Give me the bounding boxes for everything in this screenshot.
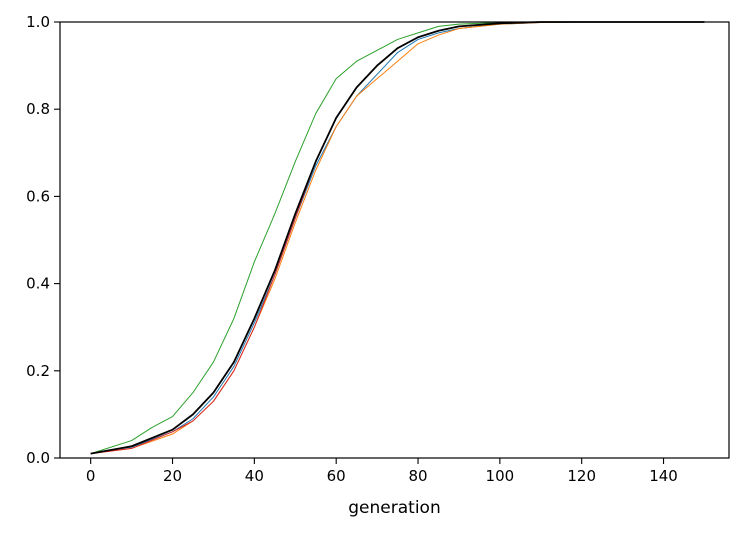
plot-frame	[59, 21, 730, 459]
y-axis: 0.0 0.2 0.4 0.6 0.8 1.0	[26, 13, 60, 467]
x-tick-label: 0	[86, 467, 96, 485]
series-line-4	[90, 21, 705, 455]
x-axis: 0 20 40 60 80 100 120 140	[86, 458, 678, 485]
series-line-5	[90, 21, 705, 455]
y-tick-label: 0.8	[26, 100, 50, 118]
x-axis-label: generation	[348, 498, 440, 518]
series-line-2	[90, 21, 705, 455]
y-tick-label: 0.4	[26, 275, 50, 293]
x-tick-label: 60	[327, 467, 346, 485]
series-layer	[90, 21, 705, 455]
x-tick-label: 80	[408, 467, 427, 485]
y-tick-label: 1.0	[26, 13, 50, 31]
y-tick-label: 0.6	[26, 187, 50, 205]
x-tick-label: 100	[486, 467, 515, 485]
y-tick-label: 0.0	[26, 449, 50, 467]
x-tick-label: 140	[649, 467, 678, 485]
y-tick-label: 0.2	[26, 362, 50, 380]
x-tick-label: 40	[245, 467, 264, 485]
series-line-3	[90, 21, 705, 455]
x-tick-label: 120	[567, 467, 596, 485]
x-tick-label: 20	[163, 467, 182, 485]
series-line-1	[90, 21, 705, 455]
